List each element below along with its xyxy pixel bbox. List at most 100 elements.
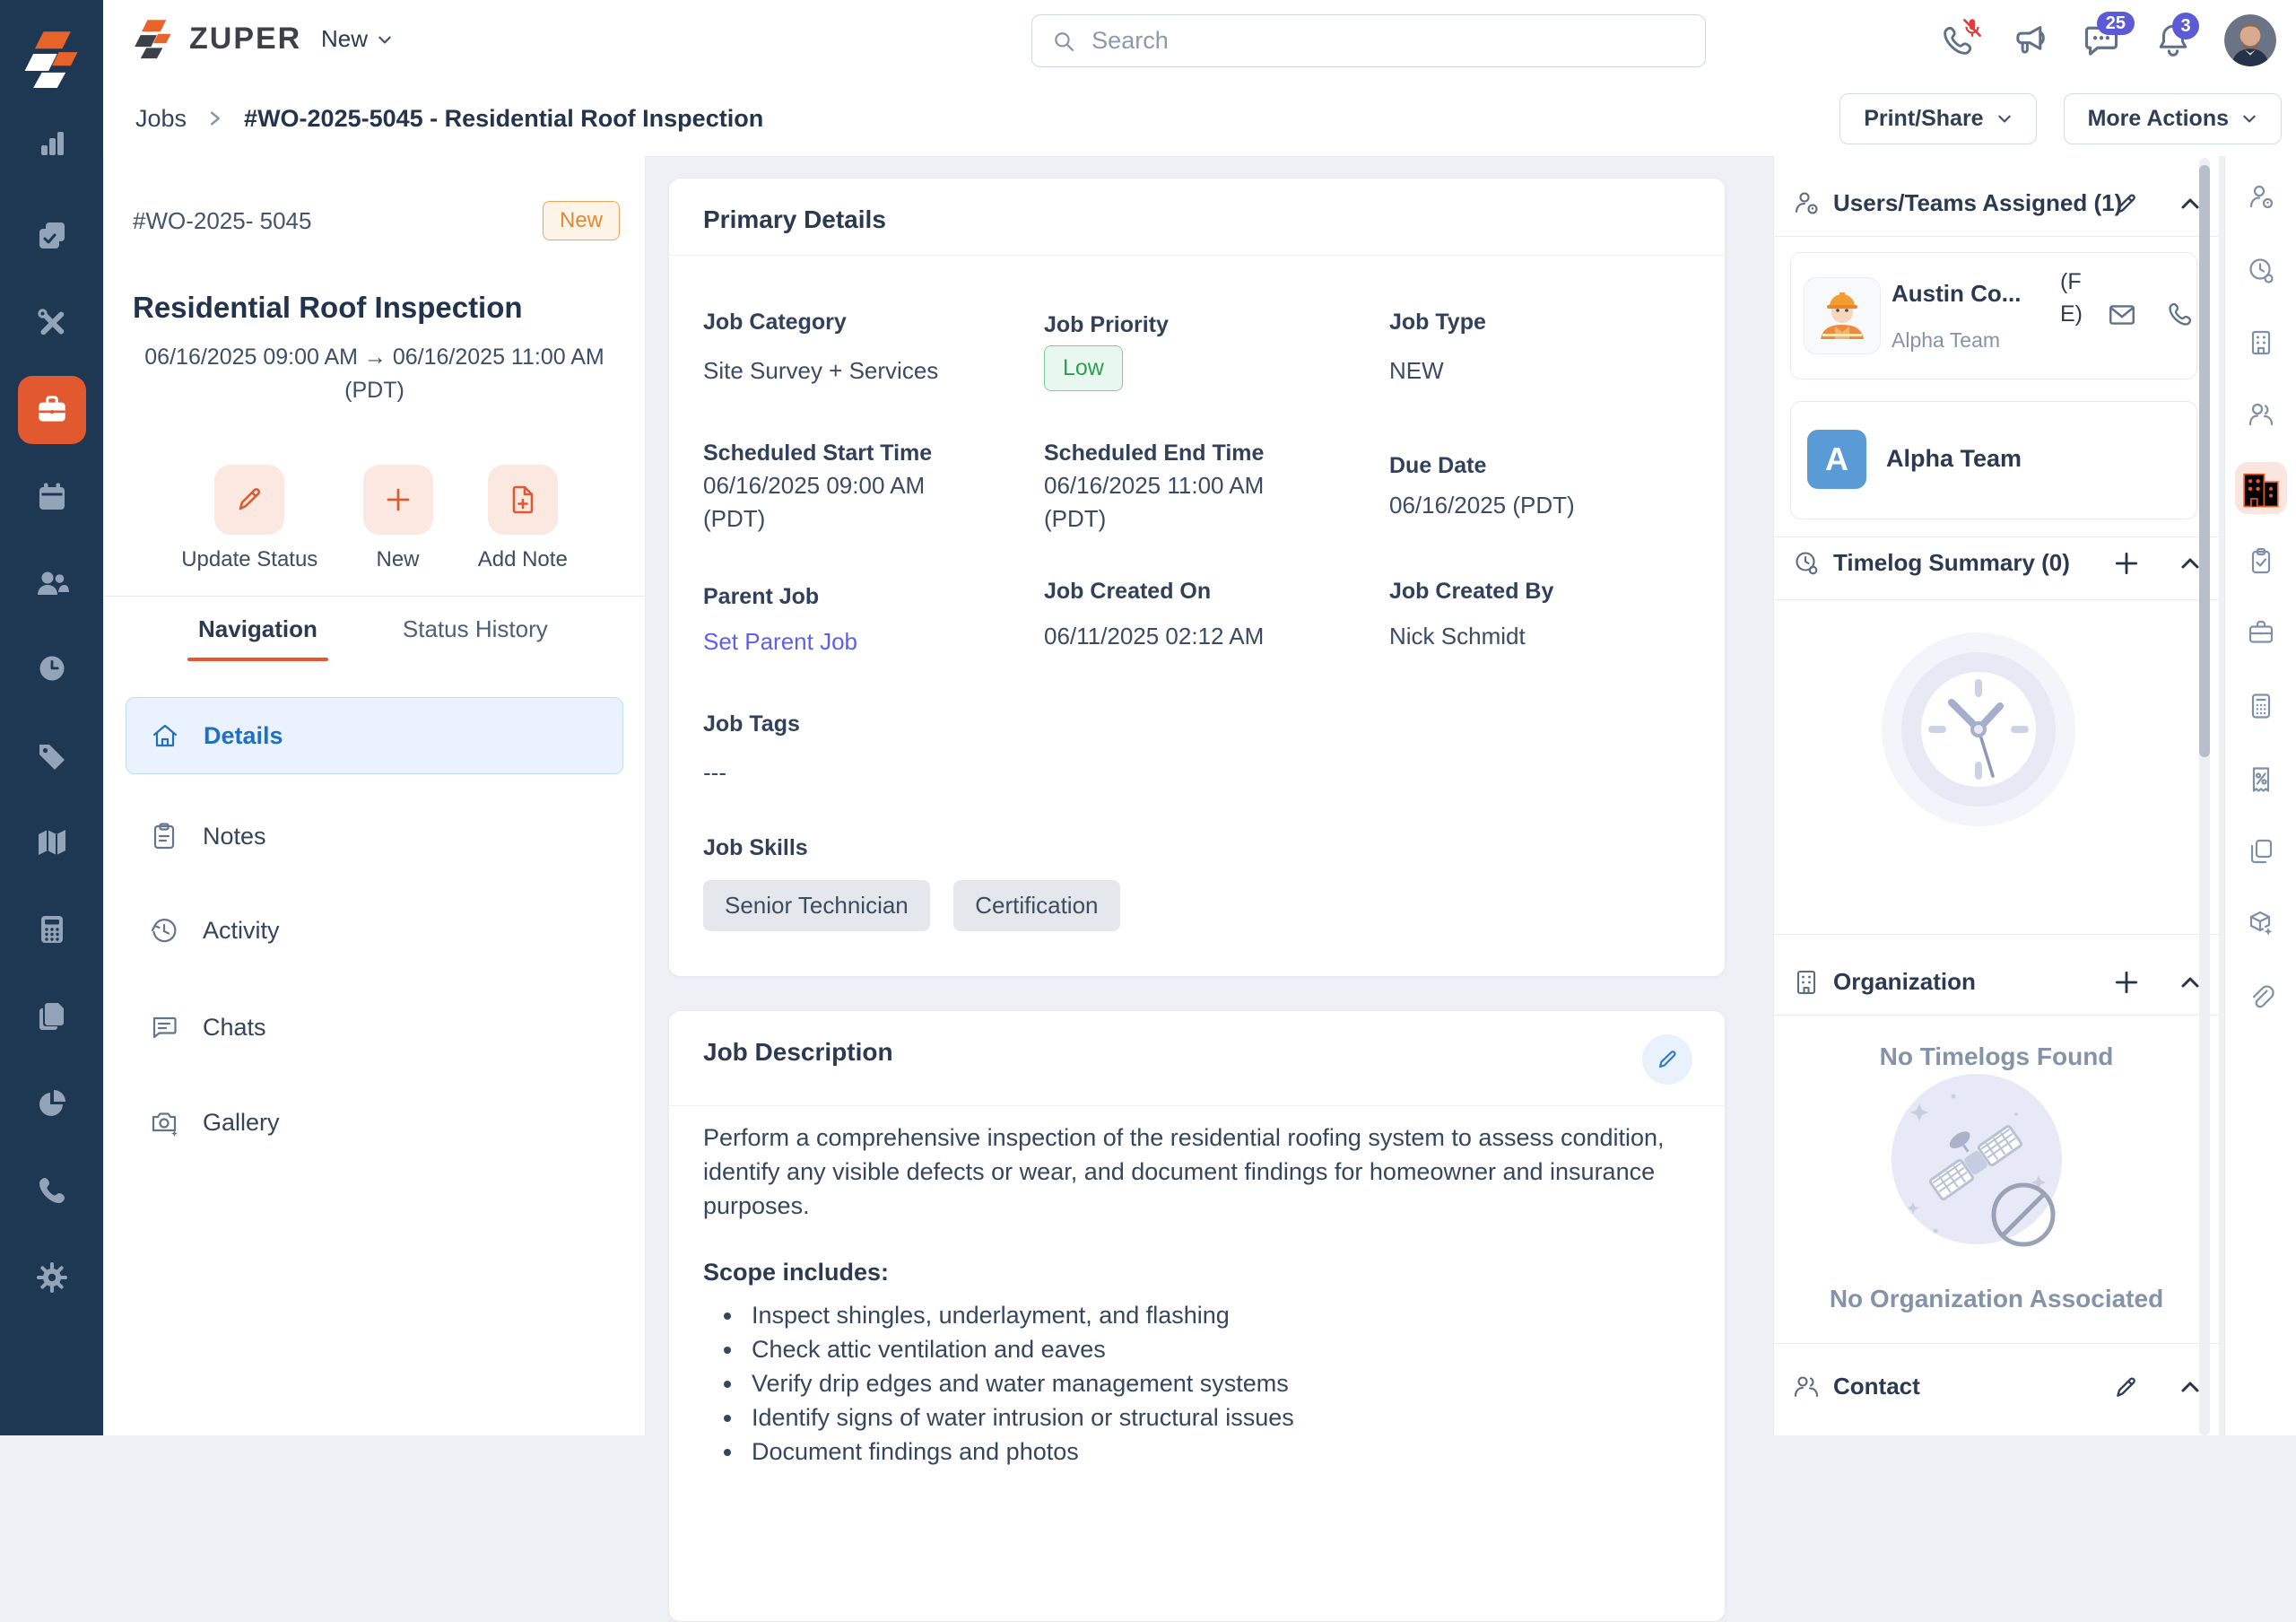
job-priority-label: Job Priority — [1044, 312, 1169, 337]
divider — [1774, 934, 2219, 935]
collapse-timelog-button[interactable] — [2178, 551, 2203, 576]
organization-building-icon[interactable] — [2246, 327, 2276, 358]
checklist-icon[interactable] — [2246, 545, 2276, 576]
more-actions-button[interactable]: More Actions — [2063, 92, 2282, 144]
email-user-button[interactable] — [2107, 300, 2137, 335]
sidebar-calculator-icon[interactable] — [35, 912, 69, 946]
camera-icon — [149, 1107, 179, 1138]
announcements-button[interactable] — [2009, 20, 2050, 61]
sidebar-item-notes[interactable]: Notes — [126, 798, 623, 875]
user-avatar[interactable] — [2224, 14, 2276, 66]
app-sidebar — [0, 0, 103, 1435]
sidebar-settings-icon[interactable] — [35, 1260, 69, 1295]
add-organization-button[interactable] — [2113, 969, 2140, 996]
contact-users-icon[interactable] — [2246, 399, 2276, 430]
global-search[interactable] — [1031, 14, 1706, 67]
new-job-button[interactable]: New — [362, 465, 433, 572]
sidebar-tag-icon[interactable] — [35, 738, 69, 772]
sidebar-timesheet-icon[interactable] — [35, 651, 69, 685]
scope-heading: Scope includes: — [703, 1259, 890, 1286]
scrollbar-thumb[interactable] — [2199, 165, 2210, 757]
call-user-button[interactable] — [2166, 300, 2195, 333]
top-bar: ZUPER New 25 3 — [103, 0, 2296, 82]
sidebar-tools-icon[interactable] — [35, 306, 69, 340]
add-timelog-button[interactable] — [2113, 550, 2140, 577]
sidebar-item-activity[interactable]: Activity — [126, 892, 623, 969]
edit-assignment-button[interactable] — [2113, 190, 2140, 217]
assigned-user-team: Alpha Team — [1892, 328, 2001, 352]
assigned-user-suffix: (FE) — [2060, 269, 2083, 327]
right-icon-strip — [2224, 156, 2296, 1435]
sidebar-phone-icon[interactable] — [35, 1173, 69, 1208]
job-category-label: Job Category — [703, 310, 847, 335]
divider — [1774, 536, 2219, 537]
notifications-button[interactable]: 3 — [2152, 13, 2199, 61]
sidebar-item-chats[interactable]: Chats — [126, 989, 623, 1066]
call-button[interactable] — [1937, 19, 1981, 61]
scope-bullet: Inspect shingles, underlayment, and flas… — [744, 1298, 1683, 1332]
edit-description-button[interactable] — [1642, 1034, 1692, 1085]
job-schedule: 06/16/2025 09:00 AM → 06/16/2025 11:00 A… — [104, 341, 645, 407]
update-status-button[interactable]: Update Status — [181, 465, 317, 572]
assigned-team-name: Alpha Team — [1886, 445, 2022, 472]
assigned-user-card[interactable]: Austin Co... (FE) Alpha Team — [1790, 252, 2197, 379]
scope-bullet-list: Inspect shingles, underlayment, and flas… — [703, 1298, 1683, 1469]
home-icon — [150, 720, 180, 751]
tab-status-history[interactable]: Status History — [402, 615, 548, 642]
sidebar-map-icon[interactable] — [35, 825, 69, 859]
collapse-users-button[interactable] — [2178, 191, 2203, 216]
attachments-paperclip-icon[interactable] — [2246, 982, 2276, 1013]
chevron-up-icon — [2181, 198, 2199, 209]
invoice-receipt-icon[interactable] — [2246, 764, 2276, 795]
menu-label-notes: Notes — [203, 822, 266, 850]
add-note-button[interactable]: Add Note — [478, 465, 568, 572]
chat-button[interactable]: 25 — [2081, 12, 2135, 61]
collapse-organization-button[interactable] — [2178, 970, 2203, 995]
sidebar-jobs-active[interactable] — [17, 376, 86, 444]
new-job-label: New — [376, 547, 420, 571]
print-share-button[interactable]: Print/Share — [1839, 92, 2037, 144]
file-plus-icon — [487, 465, 558, 535]
sidebar-documents-icon[interactable] — [35, 999, 69, 1033]
job-priority-badge: Low — [1044, 345, 1123, 391]
assigned-user-icon — [1792, 189, 1821, 218]
assigned-user-name: Austin Co... — [1892, 280, 2022, 307]
new-menu-dropdown[interactable]: New — [321, 25, 393, 53]
sidebar-tasks-icon[interactable] — [35, 219, 69, 253]
assigned-user-icon[interactable] — [2246, 182, 2276, 213]
search-input[interactable] — [1090, 26, 1685, 56]
job-summary-panel: #WO-2025- 5045 New Residential Roof Insp… — [104, 156, 646, 1435]
job-schedule-range: 06/16/2025 09:00 AM → 06/16/2025 11:00 A… — [144, 344, 604, 370]
edit-contact-button[interactable] — [2113, 1373, 2140, 1400]
estimate-calculator-icon[interactable] — [2246, 691, 2276, 721]
breadcrumb-jobs-link[interactable]: Jobs — [135, 104, 187, 132]
chevron-up-icon — [2181, 977, 2199, 988]
tab-navigation[interactable]: Navigation — [187, 615, 328, 661]
job-briefcase-icon[interactable] — [2246, 616, 2276, 647]
new-menu-label: New — [321, 25, 369, 52]
collapse-contact-button[interactable] — [2178, 1374, 2203, 1400]
property-buildings-active[interactable] — [2235, 462, 2287, 514]
job-description-paragraph: Perform a comprehensive inspection of th… — [703, 1124, 1665, 1219]
set-parent-job-link[interactable]: Set Parent Job — [703, 628, 857, 655]
sidebar-item-details[interactable]: Details — [126, 697, 623, 774]
breadcrumb-chevron-icon — [211, 111, 221, 126]
timelog-clock-icon[interactable] — [2246, 256, 2276, 286]
sidebar-users-icon[interactable] — [35, 566, 69, 600]
assigned-team-card[interactable]: A Alpha Team — [1790, 401, 2197, 519]
documents-copy-icon[interactable] — [2246, 836, 2276, 867]
sidebar-calendar-icon[interactable] — [35, 480, 69, 514]
plus-icon — [2115, 552, 2138, 575]
parts-cube-icon[interactable] — [2246, 909, 2276, 939]
notification-count-badge: 3 — [2172, 13, 2199, 39]
menu-label-activity: Activity — [203, 916, 280, 944]
sidebar-dashboard-icon[interactable] — [35, 126, 69, 161]
organization-building-icon — [1792, 968, 1821, 997]
clipboard-icon — [149, 821, 179, 851]
chevron-up-icon — [2181, 1382, 2199, 1392]
team-avatar: A — [1807, 430, 1866, 489]
chevron-down-icon — [378, 36, 391, 43]
sidebar-reports-icon[interactable] — [35, 1086, 69, 1121]
job-number: #WO-2025- 5045 — [133, 206, 312, 234]
sidebar-item-gallery[interactable]: Gallery — [126, 1084, 623, 1161]
